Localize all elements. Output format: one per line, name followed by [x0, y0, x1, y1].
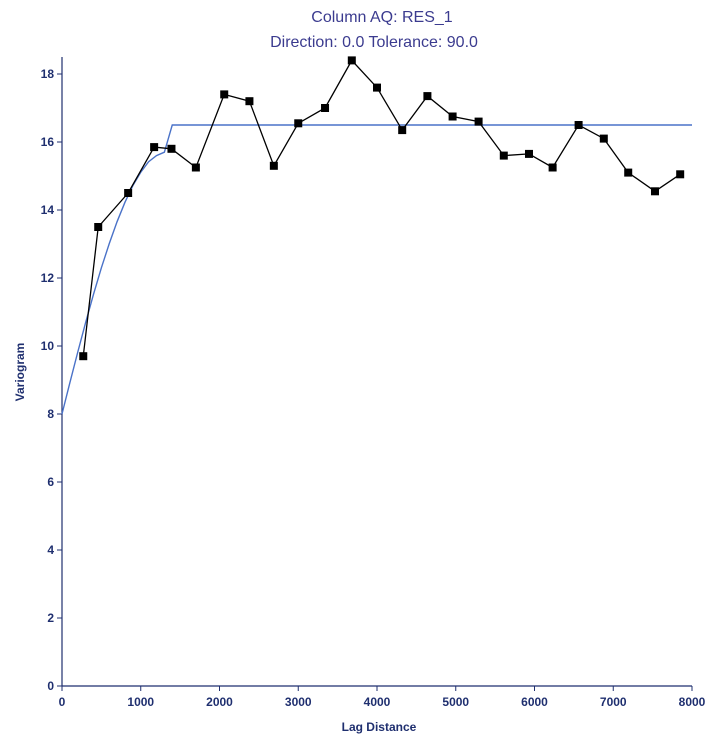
y-tick-label: 16 — [41, 135, 55, 149]
experimental-variogram-line — [82, 59, 681, 357]
y-tick-label: 18 — [41, 67, 55, 81]
data-point — [624, 168, 633, 177]
experimental-series — [79, 56, 685, 361]
axes: 0 2 4 6 8 10 12 14 16 18 0 1000 2000 3000 4000 5000 6000… — [41, 57, 706, 709]
x-tick-label: 4000 — [364, 695, 391, 709]
data-point — [524, 149, 533, 158]
data-point — [294, 119, 303, 128]
data-point — [499, 151, 508, 160]
data-point — [347, 56, 356, 65]
chart-title: Column AQ: RES_1 — [311, 9, 453, 26]
data-point — [150, 143, 159, 152]
data-point — [94, 223, 103, 231]
data-point — [269, 161, 278, 170]
data-point — [423, 92, 432, 101]
data-point — [398, 126, 407, 135]
y-tick-label: 8 — [47, 407, 54, 421]
data-point — [474, 117, 483, 126]
data-point — [124, 189, 133, 197]
y-tick-label: 12 — [41, 271, 55, 285]
data-point — [167, 144, 176, 153]
y-tick-label: 6 — [47, 475, 54, 489]
model-variogram-line — [61, 124, 692, 415]
x-tick-label: 1000 — [127, 695, 154, 709]
y-tick-label: 10 — [41, 339, 55, 353]
y-tick-label: 0 — [47, 679, 54, 693]
data-point — [599, 134, 608, 143]
data-point — [321, 104, 330, 112]
y-tick-label: 14 — [41, 203, 55, 217]
x-tick-label: 3000 — [285, 695, 312, 709]
x-tick-label: 0 — [59, 695, 66, 709]
x-tick-label: 7000 — [600, 695, 627, 709]
x-axis-label: Lag Distance — [342, 720, 417, 734]
data-point — [548, 163, 557, 172]
model-series — [61, 124, 692, 415]
data-point — [574, 121, 583, 129]
data-point — [373, 83, 381, 92]
data-point — [79, 352, 88, 361]
data-point — [191, 163, 200, 172]
x-tick-label: 5000 — [442, 695, 469, 709]
y-tick-label: 2 — [47, 611, 54, 625]
y-axis-label: Variogram — [13, 343, 27, 402]
data-point — [650, 187, 659, 196]
data-point — [448, 112, 457, 121]
x-tick-label: 6000 — [521, 695, 548, 709]
chart-subtitle: Direction: 0.0 Tolerance: 90.0 — [270, 34, 478, 51]
data-point — [220, 90, 229, 99]
y-tick-label: 4 — [47, 543, 54, 557]
x-tick-label: 2000 — [206, 695, 233, 709]
data-point — [245, 97, 254, 106]
x-tick-label: 8000 — [679, 695, 706, 709]
data-point — [676, 170, 685, 179]
